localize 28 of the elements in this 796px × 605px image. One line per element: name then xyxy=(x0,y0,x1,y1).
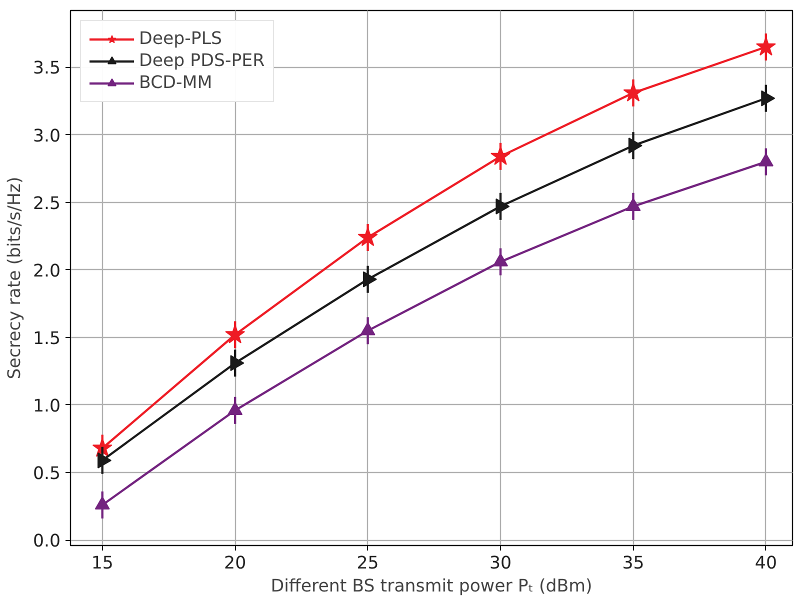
x-tick-label: 20 xyxy=(224,554,246,574)
y-tick-label: 3.5 xyxy=(32,58,61,79)
point xyxy=(225,324,246,344)
x-tick-label: 35 xyxy=(622,554,644,574)
legend-label: Deep PDS-PER xyxy=(139,51,265,71)
point xyxy=(358,226,378,246)
y-tick-label: 3.0 xyxy=(32,126,61,146)
legend-label: BCD-MM xyxy=(139,73,212,93)
y-axis-title: Secrecy rate (bits/s/Hz) xyxy=(4,176,25,380)
y-tick-label: 1.0 xyxy=(32,396,61,416)
x-tick-label: 30 xyxy=(489,554,512,574)
x-tick-label: 15 xyxy=(91,554,114,574)
legend-label: Deep-PLS xyxy=(139,29,222,49)
point xyxy=(758,153,774,166)
point xyxy=(626,198,641,211)
point xyxy=(623,82,644,102)
point xyxy=(493,253,508,266)
x-tick-label: 25 xyxy=(356,554,379,574)
y-tick-label: 2.0 xyxy=(32,261,61,282)
x-tick-label: 40 xyxy=(754,554,777,574)
y-tick-label: 2.5 xyxy=(32,194,61,214)
y-tick-label: 0.5 xyxy=(32,464,61,484)
point xyxy=(360,322,376,336)
point xyxy=(228,402,243,415)
x-axis-title: Different BS transmit power Pₜ (dBm) xyxy=(270,576,592,596)
y-tick-label: 0.0 xyxy=(32,532,61,552)
point xyxy=(94,496,110,510)
y-tick-label: 1.5 xyxy=(32,328,61,349)
